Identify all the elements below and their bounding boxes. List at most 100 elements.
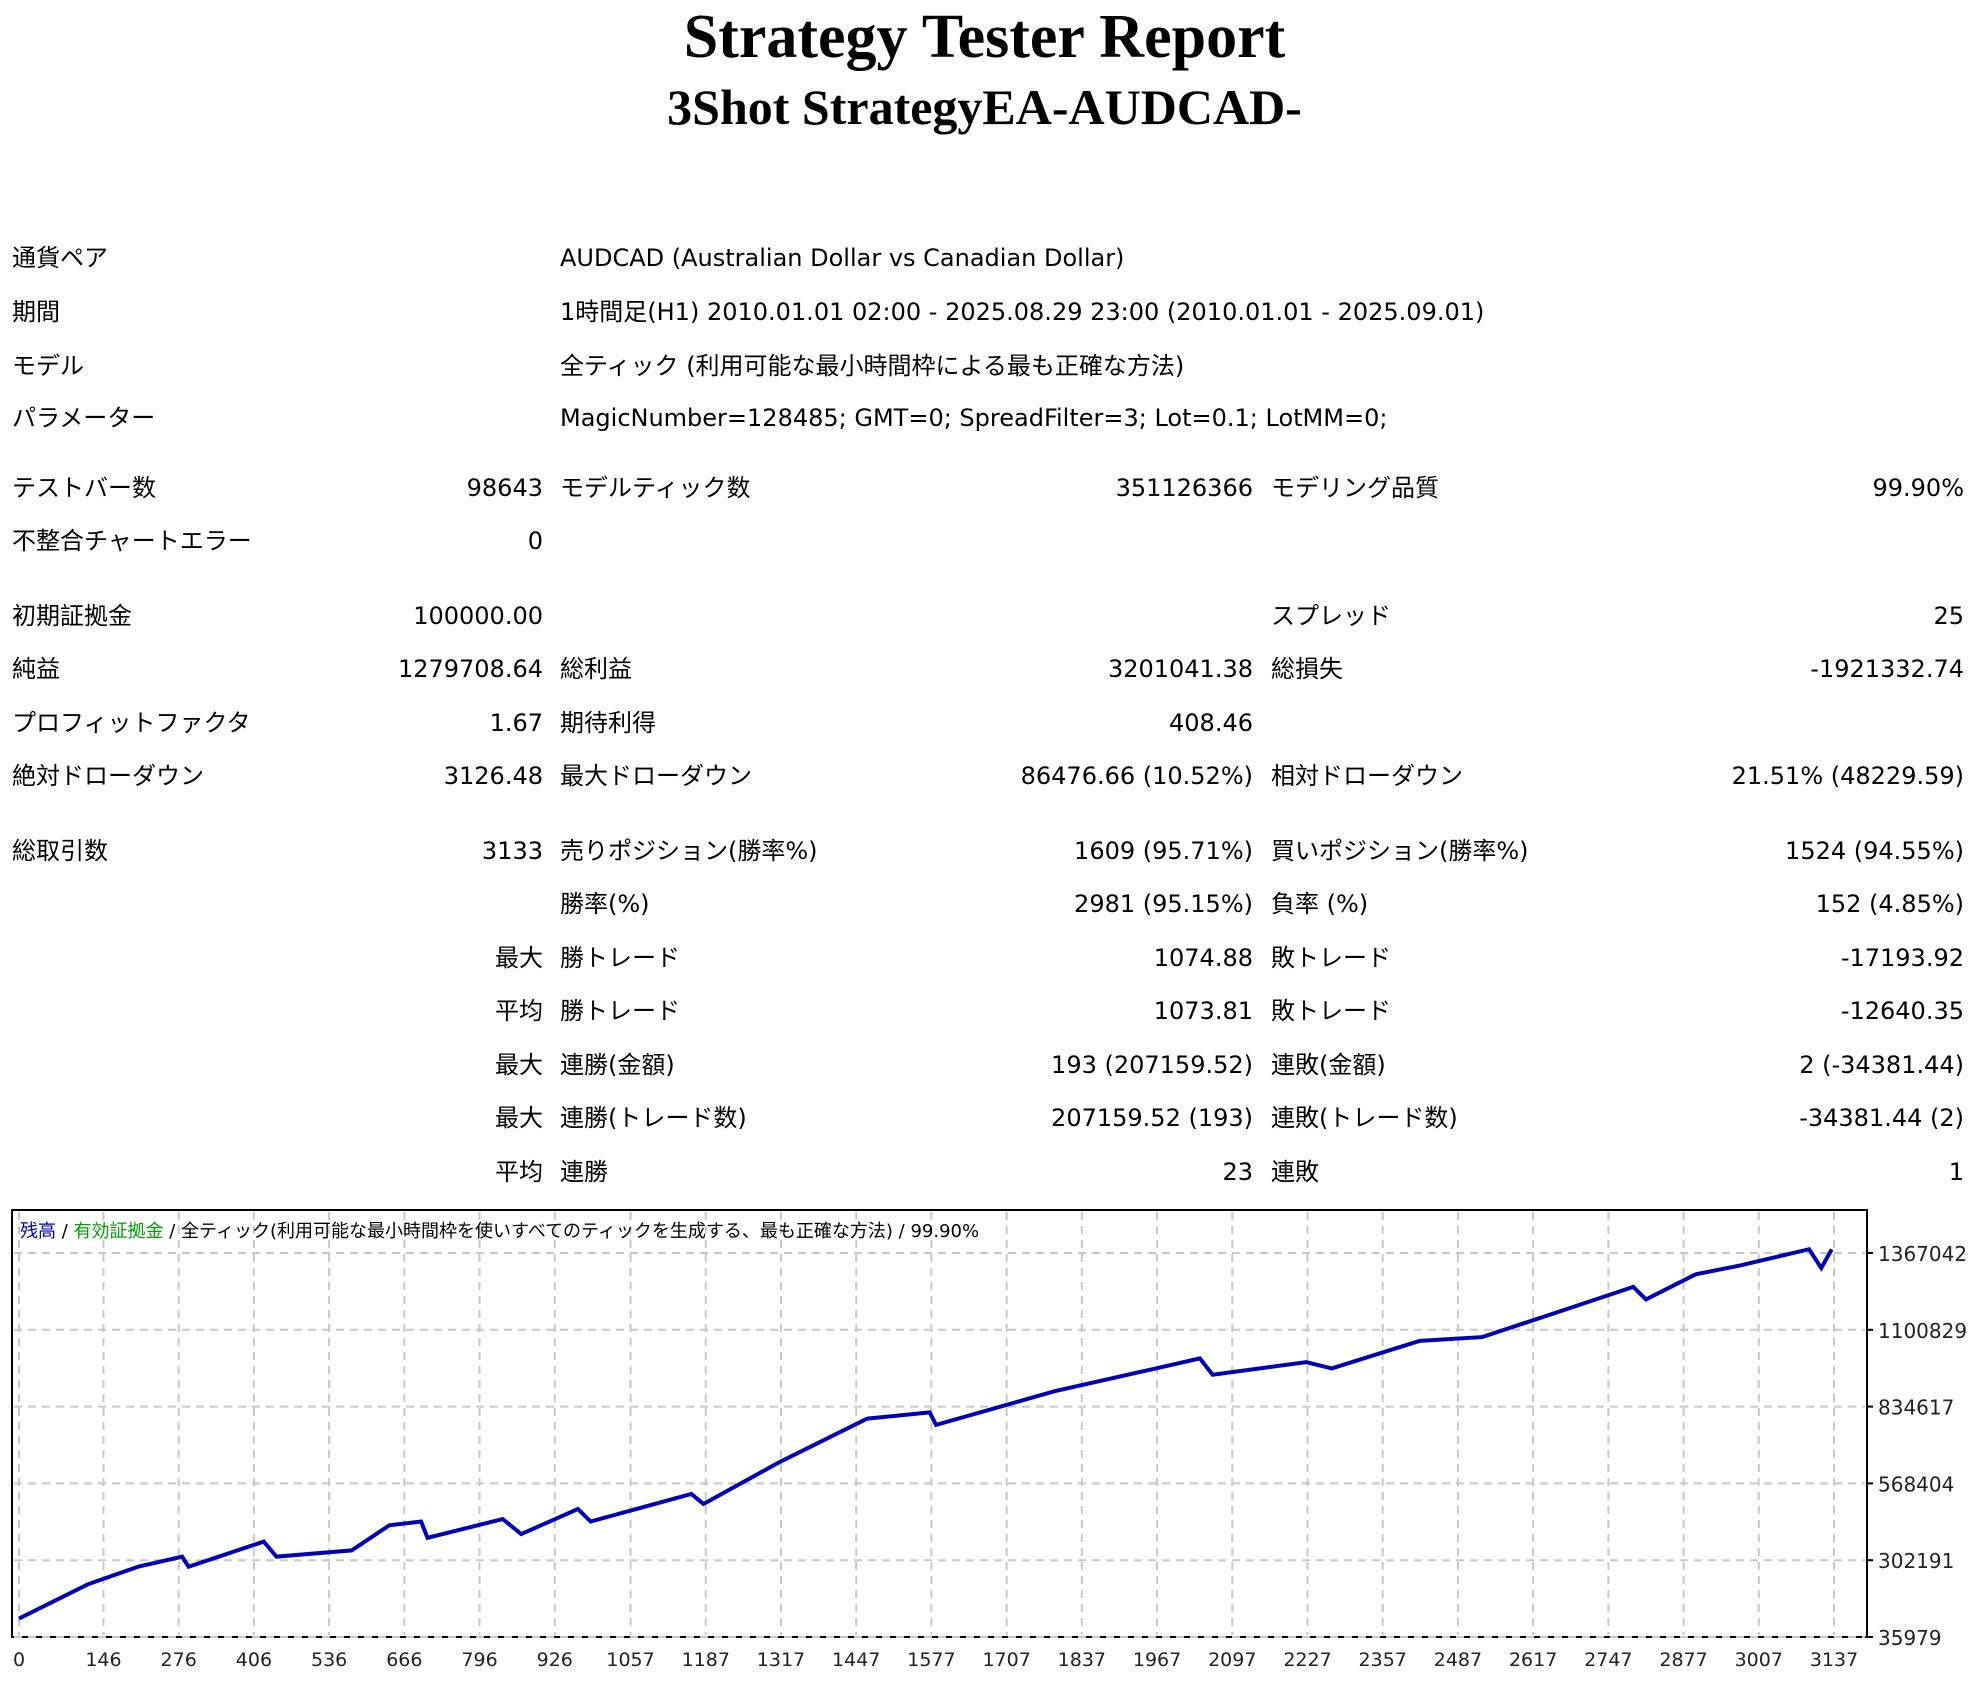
stat-label: 勝トレード [560,997,680,1025]
x-tick-label: 406 [236,1649,272,1671]
x-tick-label: 1577 [907,1649,955,1671]
stat-label: 連勝(トレード数) [560,1104,747,1132]
x-tick-label: 536 [311,1649,347,1671]
x-tick-label: 0 [13,1649,25,1671]
x-tick-label: 2877 [1659,1649,1707,1671]
stat-label: 敗トレード [1271,997,1391,1025]
x-tick-label: 3007 [1735,1649,1783,1671]
info-value: 全ティック (利用可能な最小時間枠による最も正確な方法) [560,352,1185,380]
stat-label: プロフィットファクタ [12,709,251,737]
stat-value: 152 (4.85%) [1815,890,1964,918]
x-tick-label: 1187 [682,1649,730,1671]
stat-label: 絶対ドローダウン [12,762,204,790]
stat-value: 100000.00 [413,602,543,630]
stat-value: 86476.66 (10.52%) [1020,762,1253,790]
stat-value: -17193.92 [1840,944,1964,972]
stat-label: 連敗 [1271,1158,1319,1186]
x-tick-label: 1317 [757,1649,805,1671]
stat-label: 買いポジション(勝率%) [1271,837,1529,865]
stat-label: 連敗(トレード数) [1271,1104,1458,1132]
stat-value: 408.46 [1169,709,1253,737]
x-tick-label: 666 [386,1649,422,1671]
stat-value: 23 [1222,1158,1253,1186]
stat-value: 1073.81 [1153,997,1253,1025]
stat-value: 207159.52 (193) [1051,1104,1253,1132]
report-subtitle: 3Shot StrategyEA-AUDCAD- [667,79,1302,135]
legend-equity: 有効証拠金 [74,1221,164,1242]
stat-label: 期待利得 [560,709,656,737]
y-tick-label: 302191 [1878,1549,1954,1573]
stat-value: 最大 [495,1051,543,1079]
balance-line [18,1246,1834,1621]
stat-value: 21.51% (48229.59) [1731,762,1964,790]
stat-label: 不整合チャートエラー [12,527,252,555]
x-tick-label: 2617 [1509,1649,1557,1671]
x-tick-label: 1967 [1133,1649,1181,1671]
x-tick-label: 2747 [1584,1649,1632,1671]
legend-sep: / [164,1221,182,1242]
y-tick-label: 35979 [1878,1626,1942,1650]
y-tick-label: 1367042 [1878,1242,1967,1266]
x-tick-label: 926 [537,1649,573,1671]
y-tick-label: 1100829 [1878,1319,1967,1343]
x-tick-label: 1837 [1058,1649,1106,1671]
stat-value: 98643 [466,474,543,502]
x-tick-label: 1707 [982,1649,1030,1671]
stat-label: 連勝 [560,1158,608,1186]
info-value: 1時間足(H1) 2010.01.01 02:00 - 2025.08.29 2… [560,298,1485,326]
stat-label: 総損失 [1271,655,1343,683]
stat-value: 193 (207159.52) [1051,1051,1253,1079]
stat-value: 25 [1933,602,1964,630]
legend-model: 全ティック(利用可能な最小時間枠を使いすべてのティックを生成する、最も正確な方法… [181,1221,893,1242]
x-tick-label: 1447 [832,1649,880,1671]
x-tick-label: 276 [161,1649,197,1671]
stat-value: 平均 [495,997,543,1025]
legend-quality: 99.90% [910,1221,979,1242]
x-tick-label: 2487 [1434,1649,1482,1671]
stat-value: 99.90% [1872,474,1964,502]
legend-sep: / [893,1221,911,1242]
y-tick-label: 568404 [1878,1472,1954,1496]
stat-label: 売りポジション(勝率%) [560,837,818,865]
info-value: AUDCAD (Australian Dollar vs Canadian Do… [560,244,1125,272]
stat-value: 1 [1948,1158,1964,1186]
stat-label: モデルティック数 [560,474,751,502]
x-tick-label: 796 [461,1649,497,1671]
info-label: パラメーター [12,404,156,432]
x-tick-label: 3137 [1810,1649,1858,1671]
stat-value: 0 [527,527,543,555]
legend-sep: / [56,1221,74,1242]
y-tick-label: 834617 [1878,1396,1954,1420]
stat-value: 最大 [495,944,543,972]
x-tick-label: 2357 [1359,1649,1407,1671]
x-tick-label: 2227 [1283,1649,1331,1671]
stat-label: 連敗(金額) [1271,1051,1386,1079]
stat-label: 勝トレード [560,944,680,972]
stat-label: テストバー数 [12,474,156,502]
x-tick-label: 1057 [606,1649,654,1671]
stat-label: 純益 [12,655,60,683]
stat-value: 平均 [495,1158,543,1186]
stat-value: 1074.88 [1153,944,1253,972]
report-title: Strategy Tester Report [683,3,1286,71]
stat-label: 初期証拠金 [12,602,132,630]
stat-value: 1609 (95.71%) [1074,837,1253,865]
info-label: 期間 [12,298,60,326]
stat-label: モデリング品質 [1271,474,1439,502]
stat-label: 総利益 [560,655,632,683]
stat-value: 3133 [481,837,543,865]
stat-label: 最大ドローダウン [560,762,752,790]
stat-value: 1.67 [489,709,543,737]
stat-value: -34381.44 (2) [1799,1104,1964,1132]
stat-value: 2981 (95.15%) [1074,890,1253,918]
stat-label: 相対ドローダウン [1271,762,1463,790]
chart-frame [11,1209,1868,1638]
balance-chart: 残高 / 有効証拠金 / 全ティック(利用可能な最小時間枠を使いすべてのティック… [11,1209,1967,1671]
stat-value: 1524 (94.55%) [1785,837,1964,865]
stat-value: 3126.48 [443,762,543,790]
stat-label: 総取引数 [12,837,108,865]
stat-label: 連勝(金額) [560,1051,675,1079]
stat-label: 敗トレード [1271,944,1391,972]
stat-label: スプレッド [1271,602,1391,630]
stat-value: 最大 [495,1104,543,1132]
